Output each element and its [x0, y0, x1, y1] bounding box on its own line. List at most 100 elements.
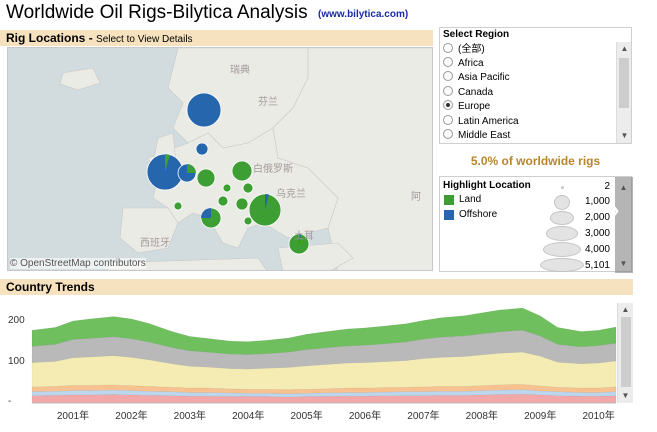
rig-bubble: [222, 183, 232, 193]
region-option-europe[interactable]: Europe: [443, 100, 490, 114]
site-link[interactable]: (www.bilytica.com): [318, 9, 409, 20]
x-tick-label: 2003年: [173, 411, 206, 422]
radio-icon[interactable]: [443, 43, 453, 53]
region-option-middle-east[interactable]: Middle East: [443, 129, 510, 143]
rig-bubble: [173, 201, 183, 211]
chevron-right-icon[interactable]: ›: [612, 197, 620, 222]
country-trends-chart[interactable]: [0, 296, 657, 432]
size-legend-shape: [543, 242, 581, 257]
page-title: Worldwide Oil Rigs-Bilytica Analysis: [6, 2, 308, 23]
scroll-thumb[interactable]: [619, 58, 629, 108]
map-canvas: [59, 48, 432, 270]
offshore-swatch-icon[interactable]: [444, 210, 454, 220]
rig-bubble-offshore-share: [201, 208, 211, 218]
scroll-up-icon[interactable]: ▲: [621, 305, 630, 314]
select-region-title: Select Region: [443, 29, 510, 40]
map-label: 瑞典: [230, 65, 250, 76]
radio-selected-icon[interactable]: [443, 100, 453, 110]
size-legend-shape: [546, 226, 578, 241]
radio-icon[interactable]: [443, 86, 453, 96]
size-legend-label: 3,000: [584, 228, 610, 239]
rig-bubble-land-share: [187, 164, 196, 173]
size-legend-shape: [550, 211, 574, 225]
rig-locations-subheading: Select to View Details: [96, 34, 193, 45]
region-option-label: Asia Pacific: [458, 72, 510, 83]
rig-bubble-offshore-share: [299, 234, 301, 244]
area-series[interactable]: [31, 384, 617, 394]
size-legend-label: 2: [604, 181, 610, 192]
rig-bubble-offshore-share: [265, 193, 269, 210]
radio-icon[interactable]: [443, 57, 453, 67]
size-legend-label: 2,000: [584, 212, 610, 223]
country-trends-heading: Country Trends: [6, 280, 95, 294]
land-swatch-icon[interactable]: [444, 195, 454, 205]
rig-bubble: [217, 195, 229, 207]
y-tick-label: 100: [8, 355, 25, 367]
north-africa-land: [107, 257, 267, 270]
size-legend-label: 1,000: [584, 196, 610, 207]
region-option-asia-pacific[interactable]: Asia Pacific: [443, 71, 510, 85]
scroll-down-icon[interactable]: ▼: [619, 259, 628, 268]
rig-locations-heading: Rig Locations - Select to View Details: [6, 31, 193, 45]
region-option-label: Africa: [458, 58, 484, 69]
region-option-africa[interactable]: Africa: [443, 57, 484, 71]
map-label: 芬兰: [258, 97, 278, 108]
map-label: 土耳: [294, 231, 314, 242]
map-label: 西班牙: [140, 238, 170, 249]
region-option-all[interactable]: (全部): [443, 43, 485, 57]
x-tick-label: 2007年: [407, 411, 440, 422]
scroll-down-icon[interactable]: ▼: [620, 131, 629, 140]
x-tick-label: 2010年: [582, 411, 615, 422]
scroll-down-icon[interactable]: ▼: [621, 391, 630, 400]
select-region-panel: Select Region (全部) Africa Asia Pacific C…: [439, 27, 632, 144]
scroll-thumb[interactable]: [621, 317, 631, 387]
highlight-location-title: Highlight Location: [443, 180, 531, 191]
rig-bubble: [231, 160, 253, 182]
iceland-land: [59, 67, 101, 91]
rig-bubble: [196, 168, 216, 188]
worldwide-share-text: 5.0% of worldwide rigs: [470, 154, 601, 168]
region-option-latin-america[interactable]: Latin America: [443, 115, 519, 129]
region-option-canada[interactable]: Canada: [443, 86, 493, 100]
x-tick-label: 2001年: [56, 411, 90, 422]
size-legend-shape: [554, 195, 570, 210]
legend-scroll-overlay[interactable]: [615, 177, 633, 273]
y-tick-label: 200: [8, 315, 25, 327]
rig-bubble: [242, 182, 254, 194]
rig-map[interactable]: 瑞典 芬兰 白俄罗斯 乌克兰 西班牙 土耳 阿 © OpenStreetMap …: [7, 47, 433, 271]
iberia-land: [119, 207, 179, 254]
x-tick-label: 2004年: [232, 411, 265, 422]
area-series[interactable]: [31, 307, 617, 355]
x-tick-label: 2005年: [290, 411, 323, 422]
x-tick-label: 2002年: [115, 411, 148, 422]
country-trends-band: [0, 279, 633, 295]
rig-bubble: [243, 216, 253, 226]
map-label: 白俄罗斯: [253, 164, 293, 175]
scroll-up-icon[interactable]: ▲: [620, 44, 629, 53]
region-option-label: Middle East: [458, 130, 511, 141]
rig-bubble-land-share: [165, 154, 170, 172]
legend-offshore-label[interactable]: Offshore: [459, 209, 498, 220]
size-legend-shape: [540, 258, 584, 272]
size-legend-shape: [561, 186, 564, 189]
region-option-label: (全部): [458, 44, 485, 55]
rig-locations-title: Rig Locations: [6, 31, 86, 45]
rig-bubble: [195, 142, 209, 156]
scroll-up-icon[interactable]: ▲: [619, 183, 628, 192]
radio-icon[interactable]: [443, 71, 453, 81]
size-legend-label: 4,000: [584, 244, 610, 255]
x-tick-label: 2009年: [524, 411, 557, 422]
legend-land-label[interactable]: Land: [459, 194, 482, 205]
x-tick-label: 2008年: [465, 411, 498, 422]
radio-icon[interactable]: [443, 129, 453, 139]
rig-bubbles: [146, 92, 310, 255]
region-scrollbar[interactable]: ▲ ▼: [616, 42, 631, 143]
trends-scrollbar[interactable]: ▲ ▼: [617, 303, 633, 403]
rig-bubble: [186, 92, 222, 128]
area-series-group: [31, 307, 617, 404]
radio-icon[interactable]: [443, 115, 453, 125]
map-attribution[interactable]: © OpenStreetMap contributors: [10, 258, 146, 269]
size-legend-label: 5,101: [584, 260, 610, 271]
map-label: 乌克兰: [276, 189, 306, 200]
region-option-label: Europe: [458, 101, 491, 112]
